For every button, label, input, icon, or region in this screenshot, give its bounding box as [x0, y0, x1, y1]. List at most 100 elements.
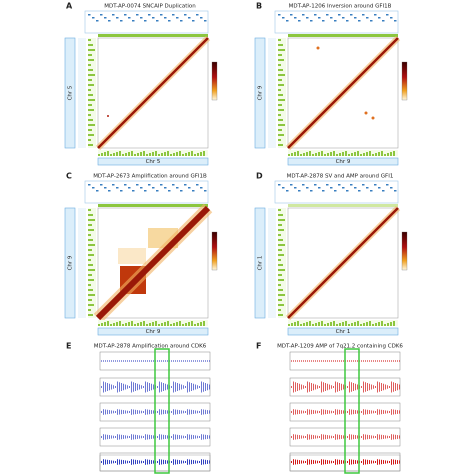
gene — [148, 14, 151, 16]
gene — [128, 17, 131, 19]
track-point — [175, 360, 176, 362]
track-point — [183, 385, 184, 389]
track-point — [303, 460, 304, 464]
coverage-bar — [128, 322, 130, 326]
track-point — [123, 410, 124, 414]
track-point — [399, 460, 400, 464]
track-point — [399, 410, 400, 414]
coverage-bar — [140, 322, 142, 326]
coverage-bar — [278, 139, 281, 141]
track-point — [153, 410, 154, 414]
track-point — [329, 384, 330, 390]
track-point — [143, 411, 144, 413]
track-point — [157, 461, 158, 463]
track-point — [181, 360, 182, 362]
track-point — [343, 384, 344, 390]
track-point — [299, 435, 300, 439]
track-point — [147, 360, 148, 362]
track-point — [203, 360, 204, 362]
track-point — [121, 409, 122, 415]
track-point — [209, 410, 210, 414]
gene — [168, 20, 171, 22]
gene — [378, 187, 381, 189]
track-point — [141, 460, 142, 464]
coverage-bar — [381, 321, 383, 326]
track-point — [381, 434, 382, 440]
coverage-bar — [360, 324, 362, 326]
track-point — [203, 434, 204, 440]
track-point — [367, 434, 368, 440]
coverage-bar — [164, 152, 166, 156]
track-point — [127, 435, 128, 439]
coverage-bar — [88, 299, 92, 301]
track-point — [167, 384, 168, 390]
track-point — [365, 382, 366, 392]
track-point — [385, 435, 386, 439]
track-point — [109, 383, 110, 391]
track-point — [117, 409, 118, 415]
gene — [362, 14, 365, 16]
track-point — [383, 383, 384, 391]
track-point — [293, 360, 294, 362]
track-point — [295, 409, 296, 415]
track-point — [321, 459, 322, 465]
track-point — [397, 435, 398, 439]
x-label-box — [287, 327, 399, 336]
gene — [192, 190, 195, 192]
track-point — [187, 381, 188, 393]
track-point — [375, 360, 376, 362]
track-point — [365, 434, 366, 440]
coverage-bar — [88, 289, 93, 291]
track-point — [125, 360, 126, 362]
track-point — [313, 460, 314, 464]
track-point — [385, 384, 386, 390]
track-point — [347, 461, 348, 463]
track-point — [299, 410, 300, 414]
track-point — [167, 410, 168, 414]
track-point — [349, 381, 350, 393]
gene — [156, 20, 159, 22]
coverage-bar — [390, 152, 392, 156]
gene — [168, 190, 171, 192]
track-point — [173, 434, 174, 440]
gene — [104, 187, 107, 189]
track-point — [205, 360, 206, 362]
track-point — [205, 459, 206, 465]
coverage-bar — [152, 322, 154, 326]
sv-spot — [316, 46, 320, 50]
coverage-bar — [297, 321, 299, 326]
coverage-bar — [369, 151, 371, 156]
track-point — [299, 360, 300, 362]
track-point — [119, 360, 120, 362]
track-point — [321, 381, 322, 393]
track-point — [353, 459, 354, 465]
gene — [362, 184, 365, 186]
panel-title: MDT-AP-0074 SNCAIP Duplication — [104, 4, 196, 10]
coverage-bar — [336, 154, 338, 156]
track-point — [107, 360, 108, 362]
gene — [196, 14, 199, 16]
track-point — [209, 460, 210, 464]
coverage-bar — [278, 89, 281, 91]
coverage-bar — [288, 324, 290, 326]
coverage-bar — [131, 151, 133, 156]
coverage-bar — [278, 289, 283, 291]
track-point — [195, 410, 196, 414]
gene — [164, 17, 167, 19]
track-point — [387, 385, 388, 389]
coverage-bar — [360, 154, 362, 156]
track-point — [175, 459, 176, 465]
track-point — [397, 460, 398, 464]
track-point — [363, 409, 364, 415]
track-point — [369, 360, 370, 362]
track-point — [395, 459, 396, 465]
track-point — [197, 360, 198, 362]
coverage-bar — [354, 322, 356, 326]
track-point — [347, 436, 348, 438]
coverage-bar — [387, 153, 389, 156]
track-point — [101, 411, 102, 413]
gene — [140, 17, 143, 19]
coverage-bar — [357, 321, 359, 326]
coverage-bar — [88, 119, 93, 121]
